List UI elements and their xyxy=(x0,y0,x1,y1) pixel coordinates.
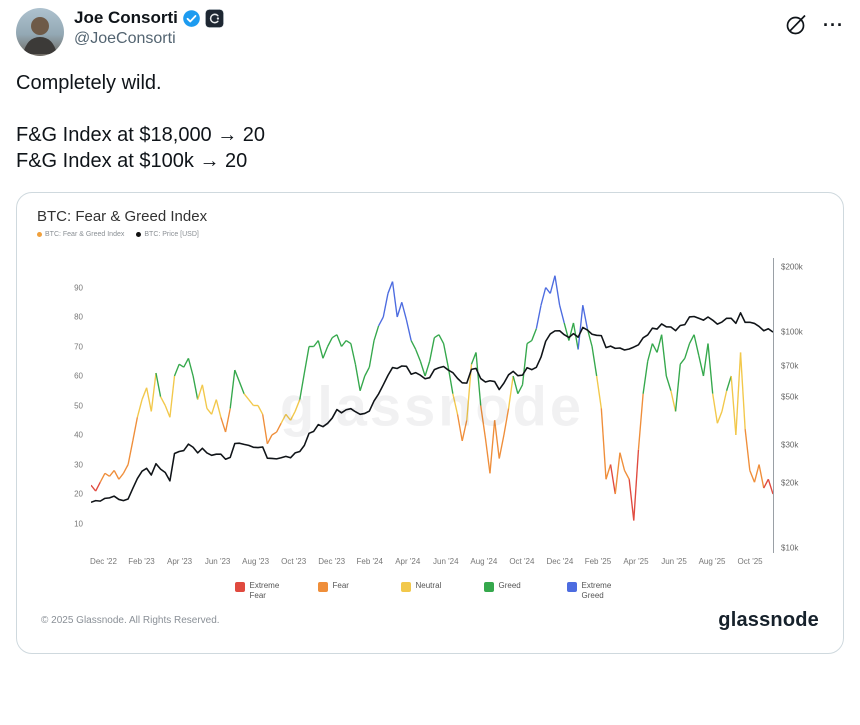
x-axis-tick: Aug '24 xyxy=(470,557,498,566)
legend-item-extreme-greed: Extreme Greed xyxy=(566,581,626,601)
copyright-text: © 2025 Glassnode. All Rights Reserved. xyxy=(41,615,220,626)
left-axis-tick: 60 xyxy=(74,371,83,381)
tweet-line: F&G Index at $100k → 20 xyxy=(16,150,248,172)
x-axis-tick: Apr '25 xyxy=(623,557,649,566)
legend-label: BTC: Price [USD] xyxy=(144,231,199,238)
right-axis-tick: $70k xyxy=(781,361,799,370)
left-axis-tick: 90 xyxy=(74,283,83,292)
avatar-portrait xyxy=(23,17,57,54)
x-axis-tick: Jun '23 xyxy=(204,557,231,566)
right-axis-tick: $200k xyxy=(781,262,803,272)
x-axis: Dec '22 Feb '23 Apr '23 Jun '23 Aug '23 Oct '… xyxy=(90,557,773,571)
right-axis: $10k $20k $30k $50k $70k $100k $200k xyxy=(773,258,831,553)
orange-dot-icon xyxy=(37,232,42,237)
legend-swatch-icon xyxy=(400,582,411,592)
legend-item-price: BTC: Price [USD] xyxy=(136,231,199,238)
left-axis-tick: 20 xyxy=(74,489,83,499)
legend-item-extreme-fear: Extreme Fear xyxy=(234,581,294,601)
x-axis-tick: Jun '24 xyxy=(433,557,459,566)
chart-top-legend: BTC: Fear & Greed Index BTC: Price [USD] xyxy=(17,227,843,238)
left-axis-tick: 40 xyxy=(74,430,83,440)
tweet-line: F&G Index at $18,000 → 20 xyxy=(16,124,266,146)
legend-swatch-icon xyxy=(566,582,577,592)
left-axis-tick: 70 xyxy=(74,342,83,351)
header-actions: ··· xyxy=(785,8,844,36)
x-axis-tick: Jun '25 xyxy=(661,557,687,566)
legend-item-fear: Fear xyxy=(317,581,377,592)
right-axis-tick: $10k xyxy=(781,543,799,553)
btc-price-line xyxy=(91,312,773,504)
right-axis-tick: $50k xyxy=(781,392,799,402)
right-axis-tick: $100k xyxy=(781,327,803,337)
x-axis-tick: Feb '23 xyxy=(128,557,155,566)
x-axis-tick: Oct '24 xyxy=(509,557,535,566)
tweet-text: Completely wild. F&G Index at $18,000 → … xyxy=(0,56,860,178)
left-axis-tick: 80 xyxy=(74,312,83,322)
x-axis-tick: Oct '25 xyxy=(737,557,763,566)
fear-greed-price-chart xyxy=(91,275,773,521)
x-axis-tick: Dec '23 xyxy=(318,557,346,566)
chart-card[interactable]: BTC: Fear & Greed Index BTC: Fear & Gree… xyxy=(16,192,844,654)
legend-label: Fear xyxy=(332,581,349,590)
right-axis-tick: $30k xyxy=(781,440,799,450)
legend-swatch-icon xyxy=(317,582,328,592)
display-name[interactable]: Joe Consorti xyxy=(74,8,178,27)
chart-bottom-legend: Extreme Fear Fear Neutral Greed Extreme Gree… xyxy=(17,581,843,601)
left-axis-tick: 30 xyxy=(74,460,83,469)
left-axis: 10 20 30 40 50 60 70 80 90 xyxy=(61,258,91,553)
user-handle[interactable]: @JoeConsorti xyxy=(74,30,176,47)
x-axis-tick: Dec '22 xyxy=(90,557,117,566)
legend-label: Neutral xyxy=(415,581,442,590)
x-axis-tick: Dec '24 xyxy=(546,557,574,566)
legend-item-greed: Greed xyxy=(483,581,543,592)
x-axis-tick: Feb '25 xyxy=(584,557,612,566)
avatar[interactable] xyxy=(16,8,64,56)
tweet-line: Completely wild. xyxy=(16,72,162,94)
legend-item-fear-greed: BTC: Fear & Greed Index xyxy=(37,231,124,238)
plot-area: glassnode xyxy=(91,258,773,553)
x-axis-tick: Apr '24 xyxy=(395,557,421,566)
legend-label: Extreme Greed xyxy=(581,581,612,600)
right-axis-tick: $20k xyxy=(781,478,799,488)
verified-badge-icon xyxy=(182,9,201,28)
legend-label: Extreme Fear xyxy=(249,581,280,600)
left-axis-tick: 50 xyxy=(74,401,83,410)
plot-row: 10 20 30 40 50 60 70 80 90 glassnode $10k $20k $30… xyxy=(61,258,831,553)
x-axis-tick: Aug '25 xyxy=(698,557,726,566)
left-axis-tick: 10 xyxy=(74,519,83,528)
legend-item-neutral: Neutral xyxy=(400,581,460,592)
more-options-icon[interactable]: ··· xyxy=(823,15,844,35)
black-dot-icon xyxy=(136,232,142,237)
legend-swatch-icon xyxy=(234,582,245,592)
user-names: Joe Consorti @JoeConsorti xyxy=(74,8,224,48)
x-axis-tick: Oct '23 xyxy=(281,557,307,566)
chart-footer: © 2025 Glassnode. All Rights Reserved. g… xyxy=(17,601,843,632)
affiliation-badge-icon[interactable] xyxy=(205,8,224,28)
legend-label: BTC: Fear & Greed Index xyxy=(45,231,125,238)
x-axis-tick: Aug '23 xyxy=(242,557,270,566)
legend-label: Greed xyxy=(498,581,521,590)
chart-title: BTC: Fear & Greed Index xyxy=(37,208,208,225)
x-axis-tick: Feb '24 xyxy=(356,557,383,566)
tweet-header: Joe Consorti @JoeConsorti xyxy=(0,0,860,56)
grok-icon[interactable] xyxy=(785,14,807,36)
glassnode-logo: glassnode xyxy=(718,609,819,631)
x-axis-tick: Apr '23 xyxy=(166,557,193,566)
legend-swatch-icon xyxy=(483,582,494,592)
